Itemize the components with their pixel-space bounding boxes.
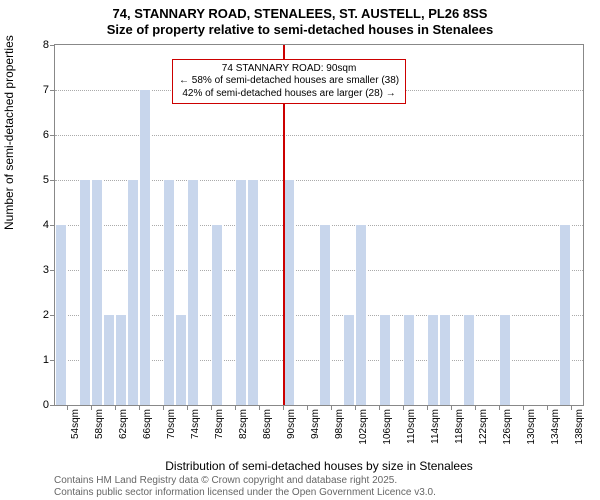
- x-tick-mark: [211, 405, 212, 410]
- x-tick-label: 134sqm: [550, 409, 561, 445]
- x-tick-label: 58sqm: [94, 409, 105, 439]
- bar: [211, 225, 223, 405]
- x-tick-label: 126sqm: [502, 409, 513, 445]
- y-tick-label: 1: [43, 354, 49, 366]
- bar: [427, 315, 439, 405]
- bar: [127, 180, 139, 405]
- plot-area: 01234567854sqm58sqm62sqm66sqm70sqm74sqm7…: [54, 44, 584, 406]
- x-tick-label: 118sqm: [454, 409, 465, 444]
- bar: [343, 315, 355, 405]
- x-tick-label: 78sqm: [214, 409, 225, 439]
- x-tick-mark: [91, 405, 92, 410]
- x-tick-label: 102sqm: [358, 409, 369, 445]
- x-tick-mark: [571, 405, 572, 410]
- x-tick-mark: [163, 405, 164, 410]
- x-tick-mark: [499, 405, 500, 410]
- y-tick-mark: [50, 45, 55, 46]
- x-tick-mark: [259, 405, 260, 410]
- x-tick-mark: [331, 405, 332, 410]
- x-tick-mark: [379, 405, 380, 410]
- y-tick-mark: [50, 90, 55, 91]
- y-tick-mark: [50, 405, 55, 406]
- x-tick-label: 122sqm: [478, 409, 489, 445]
- annotation-line: 42% of semi-detached houses are larger (…: [179, 88, 399, 101]
- x-tick-mark: [187, 405, 188, 410]
- bar: [247, 180, 259, 405]
- y-tick-label: 8: [43, 39, 49, 51]
- y-tick-label: 3: [43, 264, 49, 276]
- x-tick-label: 74sqm: [190, 409, 201, 439]
- x-tick-label: 70sqm: [166, 409, 177, 439]
- x-tick-label: 66sqm: [142, 409, 153, 439]
- footnote-line1: Contains HM Land Registry data © Crown c…: [54, 475, 436, 487]
- bar: [115, 315, 127, 405]
- bar: [559, 225, 571, 405]
- x-tick-label: 62sqm: [118, 409, 129, 439]
- bar: [79, 180, 91, 405]
- gridline: [55, 135, 583, 136]
- y-tick-label: 5: [43, 174, 49, 186]
- x-tick-mark: [307, 405, 308, 410]
- x-axis-label: Distribution of semi-detached houses by …: [54, 459, 584, 473]
- y-tick-label: 7: [43, 84, 49, 96]
- chart-title-line1: 74, STANNARY ROAD, STENALEES, ST. AUSTEL…: [0, 0, 600, 22]
- x-tick-label: 82sqm: [238, 409, 249, 439]
- y-tick-mark: [50, 180, 55, 181]
- x-tick-mark: [547, 405, 548, 410]
- y-tick-label: 0: [43, 399, 49, 411]
- x-tick-mark: [403, 405, 404, 410]
- footnote-line2: Contains public sector information licen…: [54, 487, 436, 499]
- x-tick-mark: [427, 405, 428, 410]
- y-tick-mark: [50, 135, 55, 136]
- x-tick-label: 106sqm: [382, 409, 393, 445]
- bar: [319, 225, 331, 405]
- bar: [55, 225, 67, 405]
- x-tick-mark: [283, 405, 284, 410]
- bar: [463, 315, 475, 405]
- x-tick-mark: [523, 405, 524, 410]
- x-tick-label: 114sqm: [430, 409, 441, 444]
- footnote: Contains HM Land Registry data © Crown c…: [54, 475, 436, 498]
- chart-title-line2: Size of property relative to semi-detach…: [0, 22, 600, 41]
- bar: [103, 315, 115, 405]
- bar: [91, 180, 103, 405]
- x-tick-mark: [67, 405, 68, 410]
- x-tick-label: 130sqm: [526, 409, 537, 445]
- annotation-line: ← 58% of semi-detached houses are smalle…: [179, 75, 399, 88]
- bar: [187, 180, 199, 405]
- bar: [139, 90, 151, 405]
- bar: [439, 315, 451, 405]
- x-tick-mark: [475, 405, 476, 410]
- chart-container: 74, STANNARY ROAD, STENALEES, ST. AUSTEL…: [0, 0, 600, 500]
- bar: [163, 180, 175, 405]
- x-tick-label: 110sqm: [406, 409, 417, 444]
- bar: [403, 315, 415, 405]
- x-tick-label: 138sqm: [574, 409, 585, 445]
- bar: [235, 180, 247, 405]
- x-tick-label: 86sqm: [262, 409, 273, 439]
- y-axis-label: Number of semi-detached properties: [2, 35, 16, 230]
- annotation-box: 74 STANNARY ROAD: 90sqm← 58% of semi-det…: [172, 59, 406, 105]
- x-tick-label: 98sqm: [334, 409, 345, 439]
- x-tick-label: 90sqm: [286, 409, 297, 439]
- y-tick-label: 4: [43, 219, 49, 231]
- bar: [499, 315, 511, 405]
- y-tick-label: 6: [43, 129, 49, 141]
- x-tick-mark: [235, 405, 236, 410]
- x-tick-mark: [451, 405, 452, 410]
- x-tick-label: 54sqm: [70, 409, 81, 439]
- bar: [175, 315, 187, 405]
- annotation-line: 74 STANNARY ROAD: 90sqm: [179, 63, 399, 76]
- bar: [379, 315, 391, 405]
- bar: [355, 225, 367, 405]
- x-tick-label: 94sqm: [310, 409, 321, 439]
- x-tick-mark: [355, 405, 356, 410]
- y-tick-label: 2: [43, 309, 49, 321]
- x-tick-mark: [115, 405, 116, 410]
- x-tick-mark: [139, 405, 140, 410]
